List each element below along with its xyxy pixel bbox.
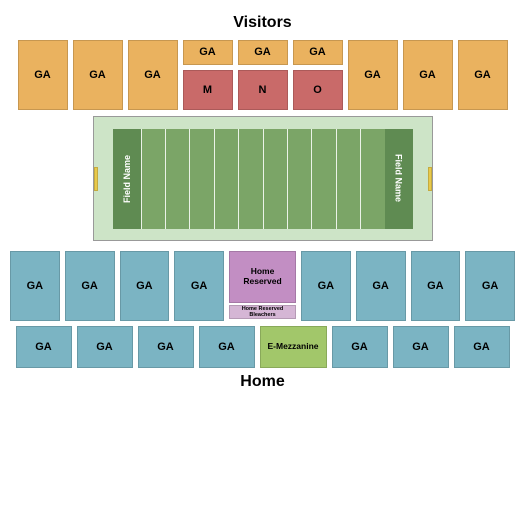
goalpost-right (428, 167, 432, 191)
visitors-section-o[interactable]: O (293, 70, 343, 110)
goalpost-left (94, 167, 98, 191)
home-ga[interactable]: GA (65, 251, 115, 321)
home-ga[interactable]: GA (174, 251, 224, 321)
visitors-ga[interactable]: GA (458, 40, 508, 110)
home-ga[interactable]: GA (332, 326, 388, 368)
visitors-section-n[interactable]: N (238, 70, 288, 110)
endzone-right: Field Name (385, 129, 413, 229)
playfield: 102030405040302010 102030405040302010 (141, 129, 385, 229)
visitors-section-m[interactable]: M (183, 70, 233, 110)
field-area: Field Name 102030405040302010 1020304050… (93, 116, 433, 241)
home-ga[interactable]: GA (356, 251, 406, 321)
home-ga[interactable]: GA (465, 251, 515, 321)
visitors-ga[interactable]: GA (348, 40, 398, 110)
home-ga[interactable]: GA (454, 326, 510, 368)
visitors-mid-stack: GA GA GA M N O (183, 40, 343, 110)
football-field: Field Name 102030405040302010 1020304050… (113, 129, 413, 229)
home-reserved[interactable]: Home Reserved (229, 251, 296, 303)
visitors-row: GA GA GA GA GA GA M N O GA GA GA (10, 40, 515, 110)
home-ga[interactable]: GA (138, 326, 194, 368)
endzone-left: Field Name (113, 129, 141, 229)
home-upper-row: GA GA GA GA Home Reserved Home Reserved … (10, 251, 515, 321)
home-ga[interactable]: GA (199, 326, 255, 368)
home-e-mezzanine[interactable]: E-Mezzanine (260, 326, 327, 368)
visitors-ga[interactable]: GA (403, 40, 453, 110)
home-ga[interactable]: GA (16, 326, 72, 368)
home-ga[interactable]: GA (10, 251, 60, 321)
visitors-title: Visitors (10, 14, 515, 32)
visitors-ga[interactable]: GA (293, 40, 343, 65)
home-ga[interactable]: GA (393, 326, 449, 368)
visitors-ga[interactable]: GA (238, 40, 288, 65)
home-reserved-bleachers[interactable]: Home Reserved Bleachers (229, 305, 296, 319)
visitors-ga[interactable]: GA (128, 40, 178, 110)
home-ga[interactable]: GA (77, 326, 133, 368)
visitors-ga[interactable]: GA (73, 40, 123, 110)
home-ga[interactable]: GA (120, 251, 170, 321)
visitors-ga[interactable]: GA (18, 40, 68, 110)
home-reserved-stack: Home Reserved Home Reserved Bleachers (229, 251, 296, 321)
home-lower-row: GA GA GA GA E-Mezzanine GA GA GA (10, 326, 515, 368)
home-title: Home (10, 373, 515, 391)
home-ga[interactable]: GA (301, 251, 351, 321)
home-ga[interactable]: GA (411, 251, 461, 321)
visitors-ga[interactable]: GA (183, 40, 233, 65)
